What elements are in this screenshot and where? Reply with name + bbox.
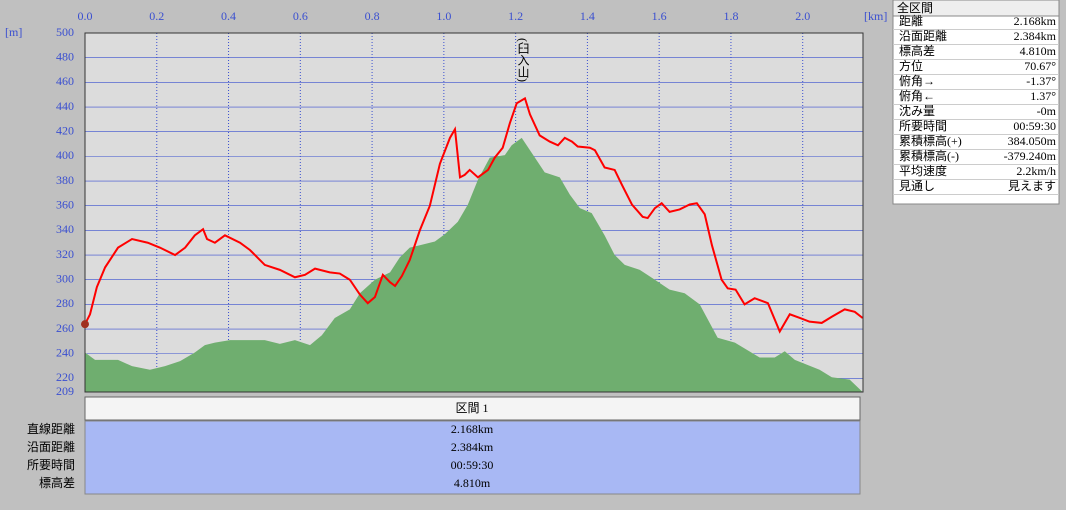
summary-value: 384.050m (1008, 134, 1057, 148)
terrain-area (85, 137, 863, 392)
y-tick-label: 320 (56, 247, 74, 261)
section-value: 00:59:30 (451, 458, 494, 472)
x-tick-label: 0.8 (365, 9, 380, 23)
summary-label: 方位 (899, 58, 923, 73)
summary-label: 累積標高(+) (899, 133, 962, 148)
y-tick-label: 280 (56, 296, 74, 310)
track-line (84, 96, 864, 334)
summary-value: -0m (1037, 104, 1057, 118)
summary-value: 1.37° (1030, 89, 1056, 103)
x-tick-label: 0.6 (293, 9, 308, 23)
x-tick-label: 1.2 (508, 9, 523, 23)
y-tick-label: 460 (56, 74, 74, 88)
x-tick-label: 2.0 (795, 9, 810, 23)
y-tick-label: 340 (56, 222, 74, 236)
x-tick-label: 1.0 (436, 9, 451, 23)
y-tick-label: 380 (56, 173, 74, 187)
section-body (84, 420, 861, 495)
x-unit: [km] (864, 9, 887, 23)
summary-value: 2.2km/h (1016, 164, 1056, 178)
y-tick-label: 220 (56, 370, 74, 384)
summary-label: 俯角→ (899, 73, 935, 88)
summary-header (892, 0, 1060, 17)
y-tick-label: 260 (56, 321, 74, 335)
summary-label: 平均速度 (899, 163, 947, 178)
y-unit: [m] (5, 25, 22, 39)
y-tick-label: 500 (56, 25, 74, 39)
summary-label: 距離 (899, 14, 923, 28)
summary-label: 所要時間 (899, 119, 947, 133)
y-tick-label: 480 (56, 49, 74, 63)
section-title: 区間 1 (455, 401, 488, 415)
y-tick-label: 360 (56, 197, 74, 211)
summary-value: 70.67° (1024, 59, 1056, 73)
summary-panel (892, 0, 1060, 205)
summary-value: 00:59:30 (1013, 119, 1056, 133)
y-tick-label: 209 (56, 384, 74, 398)
summary-label: 見通し (899, 179, 935, 193)
plot-border (84, 32, 864, 393)
summary-value: -379.240m (1004, 149, 1057, 163)
peak-annotation: (臼入山) (516, 38, 530, 82)
summary-value: -1.37° (1026, 74, 1056, 88)
y-tick-label: 400 (56, 148, 74, 162)
y-tick-label: 420 (56, 123, 74, 137)
x-tick-label: 0.0 (78, 9, 93, 23)
y-tick-label: 300 (56, 271, 74, 285)
summary-value: 4.810m (1020, 44, 1057, 58)
summary-label: 沿面距離 (899, 29, 947, 43)
summary-label: 標高差 (899, 43, 935, 58)
section-label: 直線距離 (27, 421, 75, 436)
summary-title: 全区間 (897, 0, 933, 15)
summary-label: 俯角← (899, 88, 935, 103)
section-value: 2.168km (451, 422, 494, 436)
summary-label: 沈み量 (899, 103, 935, 118)
start-marker (81, 320, 89, 329)
section-label: 沿面距離 (27, 440, 75, 454)
summary-value: 見えます (1008, 179, 1056, 193)
y-tick-label: 240 (56, 346, 74, 360)
summary-label: 累積標高(-) (899, 148, 959, 163)
section-label: 所要時間 (27, 458, 75, 472)
section-value: 2.384km (451, 440, 494, 454)
summary-value: 2.384km (1014, 29, 1057, 43)
section-header (84, 396, 861, 421)
x-tick-label: 1.6 (652, 9, 667, 23)
section-value: 4.810m (454, 476, 491, 490)
x-tick-label: 0.4 (221, 9, 236, 23)
summary-value: 2.168km (1014, 14, 1057, 28)
x-tick-label: 1.8 (723, 9, 738, 23)
x-tick-label: 0.2 (149, 9, 164, 23)
y-tick-label: 440 (56, 99, 74, 113)
section-label: 標高差 (39, 475, 75, 490)
x-tick-label: 1.4 (580, 9, 595, 23)
